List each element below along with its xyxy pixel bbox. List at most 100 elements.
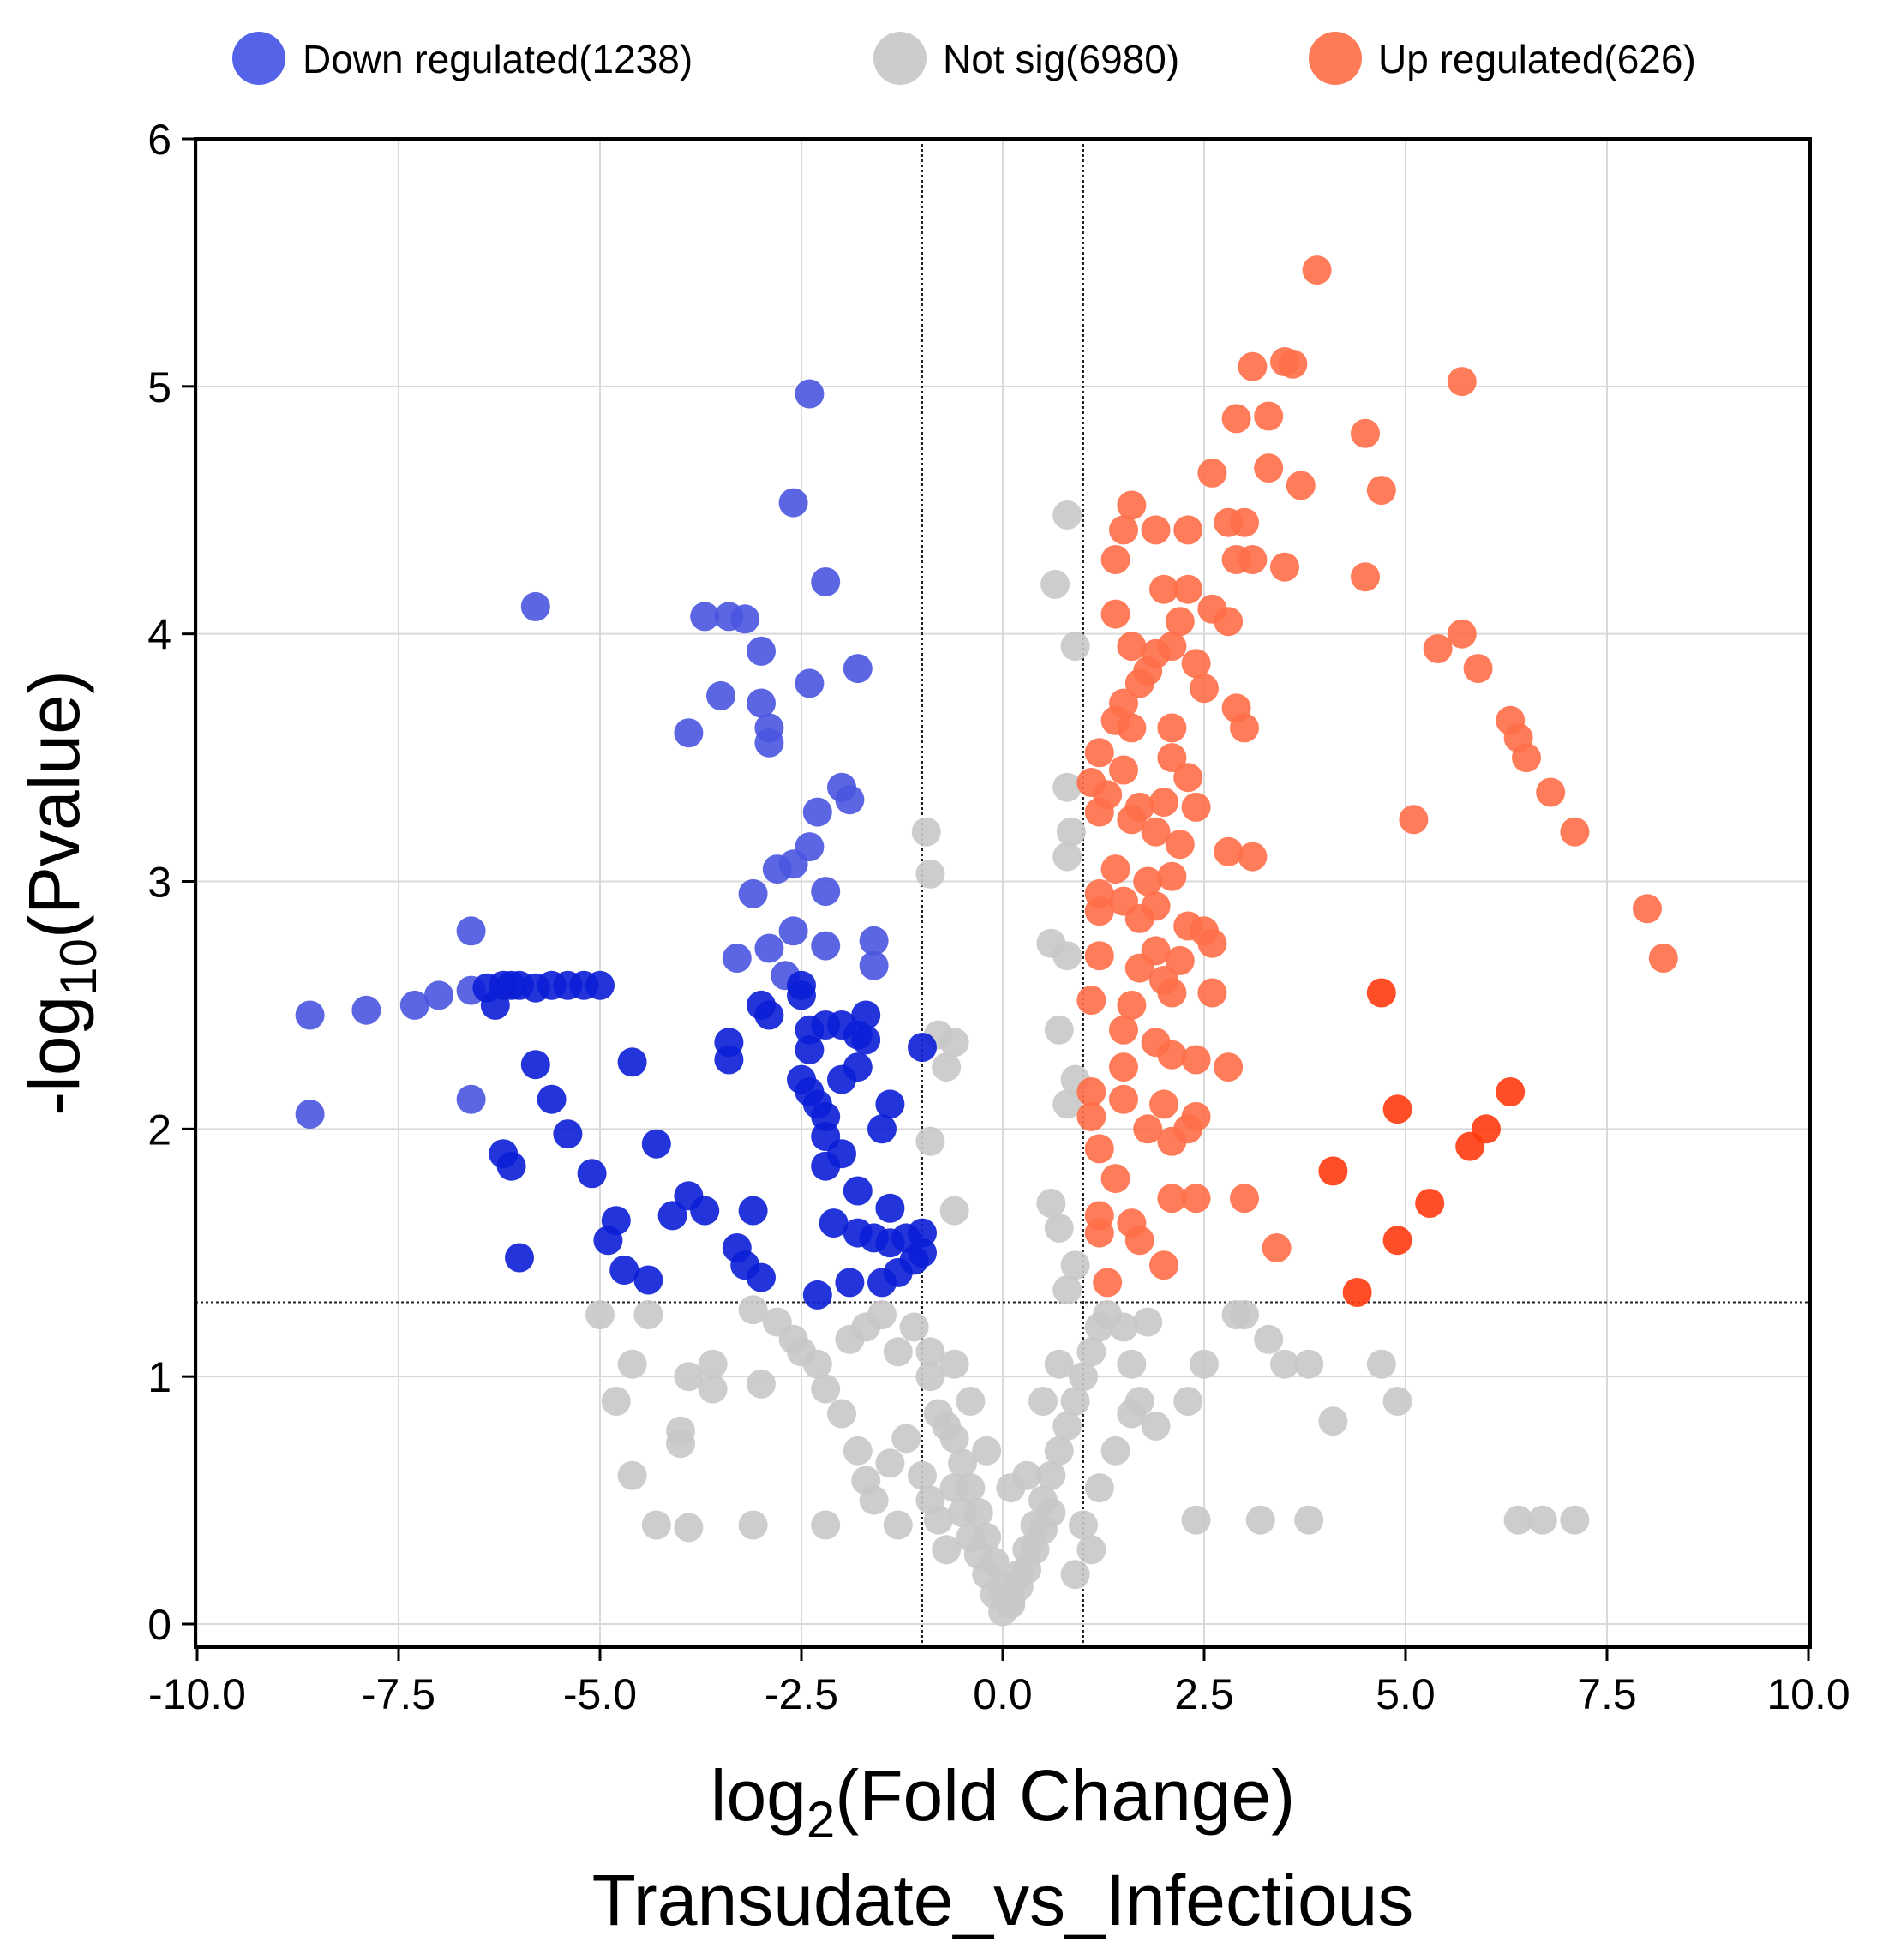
up-regulated-point bbox=[1109, 1052, 1138, 1082]
data-points bbox=[295, 255, 1678, 1627]
down-regulated-point bbox=[633, 1265, 663, 1295]
not-sig-point bbox=[891, 1424, 921, 1454]
not-sig-point bbox=[932, 1535, 962, 1565]
up-regulated-point bbox=[1633, 894, 1662, 924]
up-regulated-point bbox=[1415, 1189, 1445, 1218]
not-sig-point bbox=[899, 1312, 929, 1342]
not-sig-point bbox=[1245, 1505, 1275, 1535]
down-regulated-point bbox=[835, 1268, 865, 1298]
not-sig-point bbox=[1052, 1411, 1082, 1441]
up-regulated-point bbox=[1197, 928, 1227, 958]
up-regulated-point bbox=[1157, 743, 1187, 773]
down-regulated-point bbox=[875, 1193, 905, 1223]
up-regulated-point bbox=[1181, 792, 1211, 822]
not-sig-point bbox=[939, 1349, 969, 1379]
not-sig-point bbox=[1052, 1089, 1082, 1119]
not-sig-point bbox=[939, 1028, 969, 1058]
up-regulated-point bbox=[1133, 866, 1163, 896]
not-sig-point bbox=[698, 1374, 728, 1404]
up-regulated-point bbox=[1084, 1134, 1114, 1164]
down-regulated-point bbox=[843, 1176, 873, 1206]
up-regulated-point bbox=[1214, 836, 1244, 866]
up-regulated-point bbox=[1124, 668, 1154, 698]
x-tick-label: 5.0 bbox=[1376, 1670, 1436, 1718]
up-regulated-point bbox=[1149, 574, 1178, 604]
up-regulated-point bbox=[1447, 367, 1477, 397]
down-regulated-point bbox=[835, 785, 865, 815]
legend-marker-notsig bbox=[873, 32, 927, 85]
y-tick-label: 6 bbox=[147, 116, 171, 164]
not-sig-point bbox=[1181, 1505, 1211, 1535]
legend: Down regulated(1238) Not sig(6980) Up re… bbox=[232, 32, 1696, 85]
down-regulated-point bbox=[496, 1151, 526, 1181]
not-sig-point bbox=[1052, 500, 1082, 530]
down-regulated-point bbox=[674, 718, 704, 748]
up-regulated-point bbox=[1117, 990, 1147, 1020]
down-regulated-point bbox=[811, 567, 841, 596]
up-regulated-point bbox=[1124, 953, 1154, 983]
up-regulated-point bbox=[1351, 562, 1380, 592]
up-regulated-point bbox=[1157, 1184, 1187, 1214]
not-sig-point bbox=[1060, 1387, 1090, 1416]
down-regulated-point bbox=[802, 1280, 832, 1310]
up-regulated-point bbox=[1165, 945, 1195, 975]
not-sig-point bbox=[601, 1387, 631, 1416]
not-sig-point bbox=[915, 1126, 945, 1156]
not-sig-point bbox=[698, 1349, 728, 1379]
up-regulated-point bbox=[1181, 649, 1211, 679]
y-tick-label: 1 bbox=[147, 1353, 171, 1401]
up-regulated-point bbox=[1399, 805, 1429, 835]
x-tick-label: -7.5 bbox=[362, 1670, 435, 1718]
not-sig-point bbox=[674, 1513, 704, 1543]
not-sig-point bbox=[1503, 1505, 1533, 1535]
up-regulated-point bbox=[1181, 1045, 1211, 1075]
down-regulated-point bbox=[795, 832, 825, 862]
up-regulated-point bbox=[1100, 1164, 1130, 1194]
down-regulated-point bbox=[802, 797, 832, 827]
not-sig-point bbox=[948, 1448, 977, 1478]
not-sig-point bbox=[1133, 1307, 1163, 1337]
down-regulated-point bbox=[456, 1084, 486, 1114]
not-sig-point bbox=[939, 1424, 969, 1454]
not-sig-point bbox=[1230, 1300, 1259, 1329]
up-regulated-point bbox=[1124, 903, 1154, 933]
up-regulated-point bbox=[1302, 255, 1332, 285]
up-regulated-point bbox=[1286, 471, 1316, 500]
not-sig-point bbox=[939, 1473, 969, 1503]
not-sig-point bbox=[666, 1429, 695, 1459]
y-tick-label: 3 bbox=[147, 859, 171, 907]
not-sig-point bbox=[1044, 1436, 1074, 1466]
down-regulated-point bbox=[480, 990, 510, 1020]
not-sig-point bbox=[1076, 1337, 1106, 1367]
down-regulated-point bbox=[577, 1159, 607, 1189]
down-regulated-point bbox=[706, 680, 735, 710]
down-regulated-point bbox=[690, 602, 720, 632]
up-regulated-point bbox=[1084, 1218, 1114, 1248]
up-regulated-point bbox=[1190, 674, 1219, 704]
up-regulated-point bbox=[1496, 1077, 1526, 1106]
not-sig-point bbox=[939, 1196, 969, 1226]
up-regulated-point bbox=[1455, 1131, 1485, 1161]
x-tick-label: 0.0 bbox=[973, 1670, 1033, 1718]
not-sig-point bbox=[1173, 1387, 1203, 1416]
not-sig-point bbox=[996, 1473, 1026, 1503]
up-regulated-point bbox=[1076, 1077, 1106, 1106]
not-sig-point bbox=[1076, 1535, 1106, 1565]
not-sig-point bbox=[883, 1337, 913, 1367]
not-sig-point bbox=[1318, 1406, 1348, 1436]
not-sig-point bbox=[811, 1374, 841, 1404]
up-regulated-point bbox=[1124, 1226, 1154, 1256]
up-regulated-point bbox=[1238, 351, 1268, 381]
up-regulated-point bbox=[1165, 830, 1195, 860]
up-regulated-point bbox=[1382, 1094, 1412, 1124]
up-regulated-point bbox=[1214, 1052, 1244, 1082]
not-sig-point bbox=[1100, 1436, 1130, 1466]
down-regulated-point bbox=[908, 1033, 937, 1062]
up-regulated-point bbox=[1084, 941, 1114, 971]
y-axis-ticks: 0 1 2 3 4 5 6 bbox=[147, 116, 195, 1649]
not-sig-point bbox=[1294, 1505, 1324, 1535]
down-regulated-point bbox=[690, 1196, 720, 1226]
down-regulated-point bbox=[505, 1243, 534, 1273]
down-regulated-point bbox=[617, 1047, 647, 1077]
